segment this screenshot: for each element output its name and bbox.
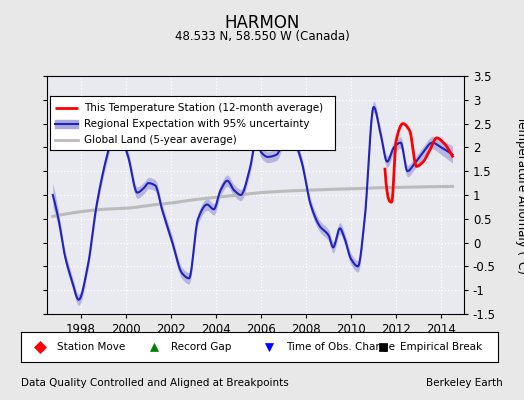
- Text: Berkeley Earth: Berkeley Earth: [427, 378, 503, 388]
- Y-axis label: Temperature Anomaly (°C): Temperature Anomaly (°C): [515, 116, 524, 274]
- Text: Time of Obs. Change: Time of Obs. Change: [286, 342, 395, 352]
- Text: This Temperature Station (12-month average): This Temperature Station (12-month avera…: [84, 103, 323, 113]
- Text: Data Quality Controlled and Aligned at Breakpoints: Data Quality Controlled and Aligned at B…: [21, 378, 289, 388]
- Text: Station Move: Station Move: [57, 342, 125, 352]
- Text: Record Gap: Record Gap: [171, 342, 232, 352]
- Text: HARMON: HARMON: [224, 14, 300, 32]
- Text: 48.533 N, 58.550 W (Canada): 48.533 N, 58.550 W (Canada): [174, 30, 350, 43]
- Text: Empirical Break: Empirical Break: [400, 342, 482, 352]
- Text: Global Land (5-year average): Global Land (5-year average): [84, 135, 237, 145]
- Text: Regional Expectation with 95% uncertainty: Regional Expectation with 95% uncertaint…: [84, 119, 310, 129]
